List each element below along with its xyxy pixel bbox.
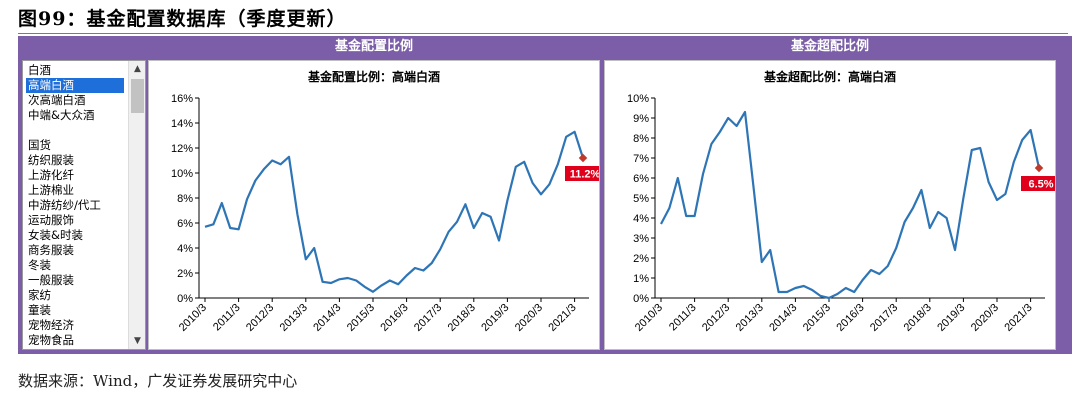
x-tick-label: 2014/3 [767, 302, 799, 334]
x-tick-label: 2017/3 [868, 302, 900, 334]
y-tick-label: 14% [171, 118, 193, 130]
y-tick-label: 2% [633, 253, 649, 265]
x-tick-label: 2018/3 [446, 302, 478, 334]
x-tick-label: 2020/3 [969, 302, 1001, 334]
list-item[interactable]: 一般服装 [28, 273, 74, 287]
chart-title: 基金配置比例：高端白酒 [307, 69, 440, 84]
scroll-up-icon[interactable]: ▲ [134, 64, 141, 74]
y-tick-label: 4% [177, 243, 193, 255]
list-item[interactable]: 上游化纤 [28, 168, 74, 182]
category-listbox[interactable]: 白酒 高端白酒 次高端白酒 中端&大众酒 国货 纺织服装 上游化纤 上游棉业 中游纺纱/代工 运动… [22, 60, 146, 350]
source-note: 数据来源：Wind，广发证券发展研究中心 [18, 372, 298, 390]
x-tick-label: 2016/3 [834, 302, 866, 334]
list-item[interactable]: 宠物食品 [28, 333, 74, 347]
y-tick-label: 4% [633, 213, 649, 225]
list-item[interactable]: 次高端白酒 [28, 93, 86, 107]
list-item[interactable]: 童装 [28, 303, 51, 317]
y-tick-label: 8% [177, 193, 193, 205]
y-tick-label: 6% [177, 218, 193, 230]
list-item [26, 123, 30, 138]
x-tick-label: 2020/3 [513, 302, 545, 334]
series-line [660, 110, 1041, 300]
overweight-chart: 基金超配比例：高端白酒 0% 1% 2% 3% 4% 5% 6% 7% 8% 9% 10% 2010/3… [627, 69, 1055, 334]
last-value-label: 11.2% [570, 169, 599, 181]
list-item[interactable]: 白酒 [28, 63, 51, 77]
x-tick-label: 2015/3 [345, 302, 377, 334]
x-tick-label: 2021/3 [546, 302, 578, 334]
y-tick-label: 5% [633, 193, 649, 205]
x-tick-label: 2010/3 [633, 302, 665, 334]
x-tick-label: 2019/3 [935, 302, 967, 334]
x-tick-label: 2010/3 [177, 302, 209, 334]
dashboard-frame: 基金配置比例 基金超配比例 白酒 高端白酒 次高端白酒 中端&大众酒 国货 纺织服装 上游化… [18, 36, 1072, 354]
allocation-chart-panel: 基金配置比例：高端白酒 0% 2% 4% 6% 8% 10% 12% 14% 16% 2010/3 2… [148, 60, 600, 350]
list-item[interactable]: 宠物经济 [28, 318, 74, 332]
series-line [204, 130, 585, 293]
list-item[interactable]: 上游棉业 [28, 183, 74, 197]
x-tick-label: 2017/3 [412, 302, 444, 334]
x-tick-label: 2012/3 [700, 302, 732, 334]
last-value-badge [565, 166, 599, 181]
list-item[interactable]: 中游纺纱/代工 [28, 198, 101, 212]
y-tick-label: 1% [633, 273, 649, 285]
x-tick-label: 2011/3 [667, 302, 699, 334]
overweight-chart-panel: 基金超配比例：高端白酒 0% 1% 2% 3% 4% 5% 6% 7% 8% 9% 10% 2010/3… [604, 60, 1056, 350]
y-tick-label: 12% [171, 143, 193, 155]
scroll-down-icon[interactable]: ▼ [134, 336, 141, 346]
x-tick-label: 2013/3 [278, 302, 310, 334]
list-item[interactable]: 家纺 [28, 288, 51, 302]
y-tick-label: 3% [633, 233, 649, 245]
x-tick-label: 2012/3 [244, 302, 276, 334]
scroll-thumb[interactable] [131, 79, 144, 113]
x-tick-label: 2014/3 [311, 302, 343, 334]
x-tick-label: 2018/3 [902, 302, 934, 334]
y-tick-label: 16% [171, 93, 193, 105]
list-item[interactable]: 女装&时装 [28, 228, 83, 242]
y-tick-label: 7% [633, 153, 649, 165]
last-value-label: 6.5% [1028, 179, 1053, 191]
y-tick-label: 6% [633, 173, 649, 185]
chart-title: 基金超配比例：高端白酒 [763, 69, 896, 84]
list-item[interactable]: 国货 [28, 138, 51, 152]
list-item[interactable]: 高端白酒 [26, 78, 124, 93]
x-tick-label: 2016/3 [378, 302, 410, 334]
last-point-marker [1034, 163, 1044, 173]
listbox-scrollbar[interactable]: ▲ ▼ [128, 61, 145, 349]
x-tick-label: 2015/3 [801, 302, 833, 334]
y-tick-label: 10% [171, 168, 193, 180]
y-tick-label: 2% [177, 268, 193, 280]
y-tick-label: 0% [633, 293, 649, 305]
y-tick-label: 0% [177, 293, 193, 305]
list-item[interactable]: 纺织服装 [28, 153, 74, 167]
list-item[interactable]: 商务服装 [28, 243, 74, 257]
last-value-badge [1021, 176, 1055, 191]
x-tick-label: 2011/3 [211, 302, 243, 334]
last-point-marker [578, 153, 588, 163]
x-tick-label: 2013/3 [734, 302, 766, 334]
x-tick-label: 2021/3 [1002, 302, 1034, 334]
y-tick-label: 8% [633, 133, 649, 145]
title-rule [18, 33, 1068, 34]
list-item[interactable]: 运动服饰 [28, 213, 74, 227]
figure-title: 图99：基金配置数据库（季度更新） [18, 8, 347, 30]
list-item[interactable]: 冬装 [28, 258, 51, 272]
y-tick-label: 9% [633, 113, 649, 125]
y-tick-label: 10% [627, 93, 649, 105]
right-panel-header: 基金超配比例 [790, 39, 869, 54]
list-item[interactable]: 中端&大众酒 [28, 108, 95, 122]
x-tick-label: 2019/3 [479, 302, 511, 334]
left-panel-header: 基金配置比例 [334, 39, 413, 54]
